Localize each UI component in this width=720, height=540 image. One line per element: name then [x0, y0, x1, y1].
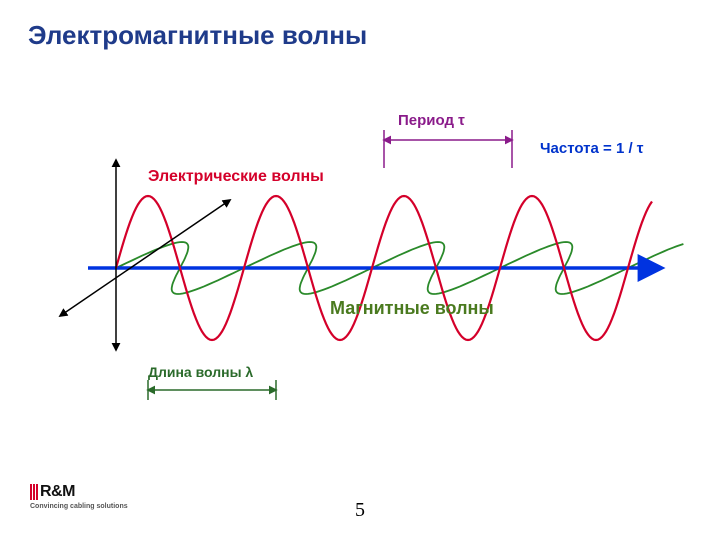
electric-wave-label: Электрические волны — [148, 168, 324, 186]
logo-tagline: Convincing cabling solutions — [30, 503, 128, 510]
page-number: 5 — [355, 499, 365, 522]
oblique-axis — [60, 200, 230, 316]
logo-bars-icon — [30, 484, 38, 500]
period-label: Период τ — [398, 112, 465, 129]
frequency-label: Частота = 1 / τ — [540, 140, 643, 157]
logo: R&M Convincing cabling solutions — [30, 483, 128, 510]
wavelength-label: Длина волны λ — [148, 364, 253, 380]
wavelength-bracket — [148, 380, 276, 400]
magnetic-wave-label: Магнитные волны — [330, 298, 494, 319]
logo-name: R&M — [40, 483, 75, 501]
wave-diagram — [0, 0, 720, 540]
period-bracket — [384, 130, 512, 168]
